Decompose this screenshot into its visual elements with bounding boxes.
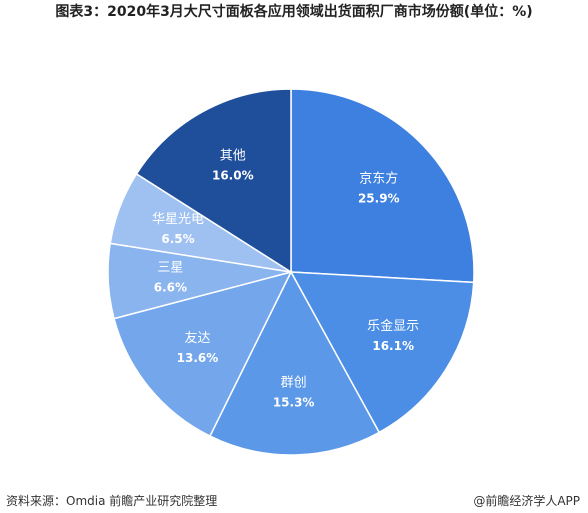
value-label: 6.6%	[154, 281, 187, 295]
slice-label: 三星	[157, 261, 183, 276]
chart-title: 图表3：2020年3月大尺寸面板各应用领域出货面积厂商市场份额(单位：%)	[55, 4, 533, 20]
value-label: 16.0%	[212, 169, 254, 183]
value-label: 25.9%	[358, 192, 400, 206]
value-label: 16.1%	[372, 339, 414, 353]
pie-slice	[113, 270, 293, 438]
pie-slice	[289, 271, 475, 434]
pie-slice	[290, 88, 475, 284]
source-note: 资料来源：Omdia 前瞻产业研究院整理	[6, 494, 218, 508]
slice-label: 友达	[184, 330, 210, 346]
slice-label: 群创	[281, 375, 307, 390]
value-label: 13.6%	[177, 351, 219, 365]
slice-label: 乐金显示	[367, 318, 419, 334]
value-label: 15.3%	[273, 395, 315, 409]
credit: @前瞻经济学人APP	[473, 494, 580, 508]
pie-slice	[135, 88, 292, 274]
slice-label: 其他	[220, 149, 246, 164]
value-label: 6.5%	[161, 232, 194, 246]
pie-slice	[208, 270, 381, 456]
slice-label: 华星光电	[152, 212, 204, 227]
slice-label: 京东方	[359, 171, 398, 187]
